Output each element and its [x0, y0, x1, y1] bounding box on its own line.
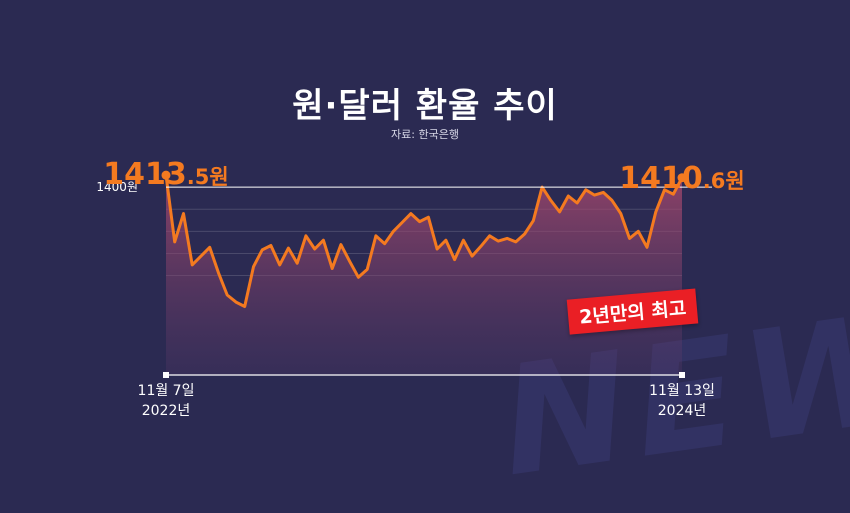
- x-label-start-year: 2022년: [142, 403, 191, 419]
- x-label-end-date: 11월 13일: [649, 383, 715, 399]
- end-point: [677, 173, 687, 183]
- series-line: [164, 175, 684, 308]
- start-point: [161, 170, 171, 180]
- x-label-end-year: 2024년: [658, 403, 707, 419]
- end-value-label: 1410.6원: [619, 161, 744, 196]
- area-fill: [166, 175, 682, 375]
- exchange-rate-chart: 1400원 1413.5원 1410.6원 11월 7일 2022년 11월 1…: [96, 157, 744, 419]
- x-axis-start-marker: [163, 372, 169, 378]
- chart-title: 원·달러 환율 추이: [292, 86, 558, 126]
- reference-line-label: 1400원: [96, 180, 138, 194]
- start-value-label: 1413.5원: [103, 157, 228, 192]
- x-axis-end-marker: [679, 372, 685, 378]
- source-label: 자료: 한국은행: [391, 128, 459, 141]
- x-label-start-date: 11월 7일: [138, 383, 195, 399]
